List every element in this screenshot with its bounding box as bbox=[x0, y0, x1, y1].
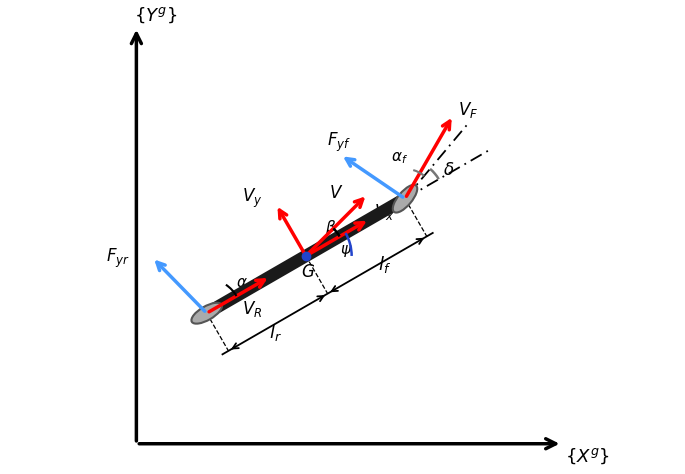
Text: $\{X^g\}$: $\{X^g\}$ bbox=[564, 446, 609, 465]
Text: $\alpha_r$: $\alpha_r$ bbox=[236, 276, 253, 292]
Text: $V$: $V$ bbox=[329, 184, 343, 202]
Text: $V_R$: $V_R$ bbox=[242, 299, 262, 319]
Ellipse shape bbox=[393, 185, 417, 212]
Text: $l_r$: $l_r$ bbox=[269, 322, 282, 343]
Text: $\psi$: $\psi$ bbox=[340, 243, 353, 259]
Text: $\beta$: $\beta$ bbox=[325, 219, 336, 237]
Text: $\{Y^g\}$: $\{Y^g\}$ bbox=[134, 5, 177, 25]
Text: $\alpha_f$: $\alpha_f$ bbox=[391, 150, 408, 166]
Text: $V_y$: $V_y$ bbox=[242, 187, 262, 210]
Text: $V_F$: $V_F$ bbox=[458, 100, 478, 120]
Text: $F_{yf}$: $F_{yf}$ bbox=[327, 130, 351, 154]
Text: $\delta$: $\delta$ bbox=[443, 161, 454, 179]
Ellipse shape bbox=[191, 303, 222, 324]
Text: $l_f$: $l_f$ bbox=[377, 254, 390, 274]
Text: $V_x$: $V_x$ bbox=[374, 202, 395, 222]
Text: $G$: $G$ bbox=[301, 263, 315, 281]
Text: $F_{yr}$: $F_{yr}$ bbox=[106, 247, 130, 270]
